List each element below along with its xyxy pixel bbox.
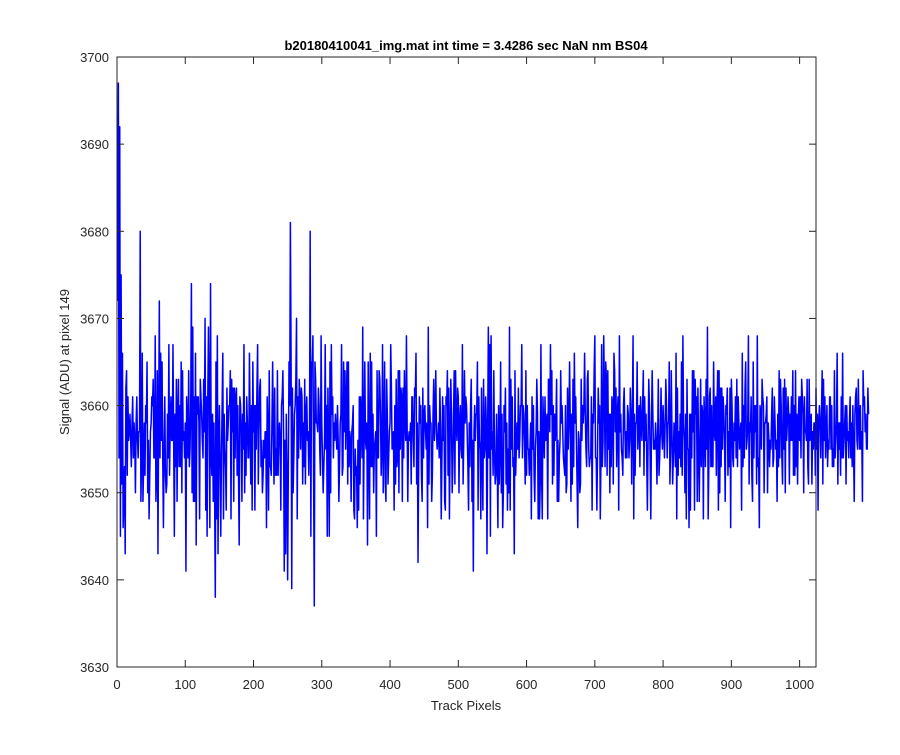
y-axis-label: Signal (ADU) at pixel 149 — [57, 289, 72, 435]
chart-title: b20180410041_img.mat int time = 3.4286 s… — [284, 38, 648, 53]
x-tick-label: 200 — [243, 677, 265, 692]
x-tick-label: 600 — [516, 677, 538, 692]
x-tick-label: 500 — [447, 677, 469, 692]
x-tick-label: 300 — [311, 677, 333, 692]
y-tick-label: 3630 — [80, 660, 109, 675]
y-tick-label: 3660 — [80, 399, 109, 414]
x-tick-label: 100 — [174, 677, 196, 692]
series-layer — [116, 82, 870, 607]
y-tick-label: 3640 — [80, 573, 109, 588]
y-tick-label: 3690 — [80, 137, 109, 152]
plot-background — [117, 57, 816, 667]
x-tick-label: 900 — [721, 677, 743, 692]
x-tick-label: 0 — [113, 677, 120, 692]
y-tick-label: 3700 — [80, 50, 109, 65]
y-tick-label: 3670 — [80, 311, 109, 326]
x-tick-label: 1000 — [785, 677, 814, 692]
x-tick-label: 800 — [652, 677, 674, 692]
plot-frame — [116, 56, 817, 668]
x-axis: 0 100 200 300 400 500 600 700 800 900 1000 — [113, 57, 814, 692]
x-axis-label: Track Pixels — [431, 698, 502, 713]
y-tick-label: 3680 — [80, 224, 109, 239]
x-tick-label: 400 — [379, 677, 401, 692]
y-axis: 3630 3640 3650 3660 3670 3680 3690 3700 — [80, 50, 816, 675]
y-tick-label: 3650 — [80, 486, 109, 501]
series-line-1 — [116, 82, 870, 607]
x-tick-label: 700 — [584, 677, 606, 692]
